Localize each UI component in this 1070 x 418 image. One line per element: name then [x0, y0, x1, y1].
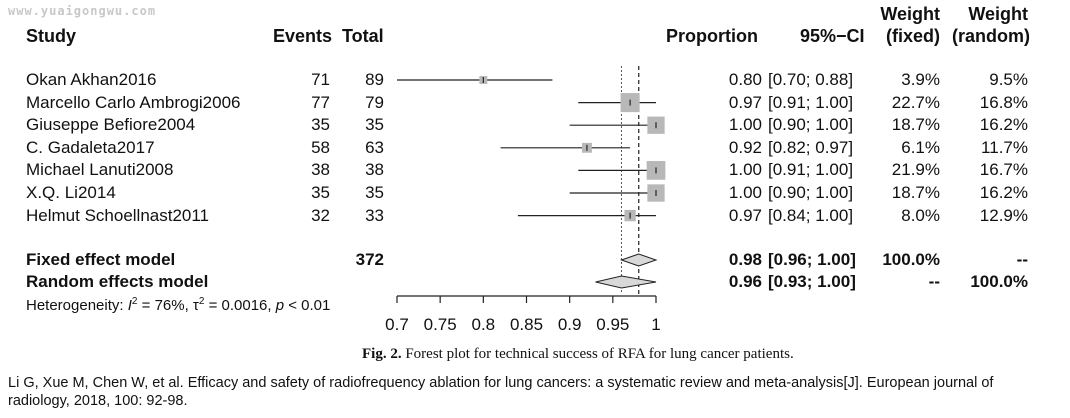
- study-total: 79: [365, 92, 384, 112]
- forest-plot: 0.7 0.75 0.8 0.85 0.9 0.95 1: [385, 66, 666, 334]
- study-total: 33: [365, 205, 384, 225]
- study-ci: [0.90; 1.00]: [768, 115, 854, 135]
- study-weight-fixed: 21.9%: [891, 160, 940, 180]
- study-events: 38: [311, 160, 330, 180]
- x-axis-tick-label: 0.7: [385, 315, 409, 334]
- study-name: Michael Lanuti2008: [26, 160, 174, 180]
- study-ci: [0.84; 1.00]: [768, 205, 854, 225]
- study-total: 38: [365, 160, 384, 180]
- tau-value: = 0.0016,: [204, 297, 276, 314]
- fixed-weight-fixed: 100.0%: [882, 250, 940, 269]
- fixed-ci: [0.96; 1.00]: [768, 250, 856, 269]
- study-total: 35: [365, 115, 384, 135]
- study-weight-random: 12.9%: [979, 205, 1028, 225]
- random-weight-random: 100.0%: [970, 272, 1028, 291]
- study-weight-random: 9.5%: [989, 70, 1028, 89]
- header-weight-random-1: Weight: [968, 4, 1028, 24]
- study-proportion: 1.00: [728, 160, 762, 180]
- random-effect-diamond: [595, 275, 657, 289]
- study-weight-random: 16.2%: [979, 183, 1028, 202]
- figure-caption: Fig. 2. Forest plot for technical succes…: [362, 346, 794, 363]
- fixed-total: 372: [355, 250, 384, 269]
- header-weight-fixed-2: (fixed): [886, 26, 940, 46]
- study-total: 89: [365, 70, 384, 89]
- study-events: 77: [311, 92, 330, 112]
- header-study: Study: [26, 26, 77, 46]
- study-weight-fixed: 3.9%: [901, 70, 940, 89]
- study-weight-fixed: 6.1%: [901, 137, 940, 157]
- study-weight-random: 11.7%: [981, 137, 1028, 157]
- study-name: Giuseppe Befiore2004: [26, 115, 196, 135]
- study-weight-fixed: 22.7%: [891, 92, 940, 112]
- study-proportion: 0.97: [728, 92, 762, 112]
- random-weight-fixed: --: [928, 272, 940, 291]
- study-name: X.Q. Li2014: [26, 183, 116, 202]
- study-name: Okan Akhan2016: [26, 70, 157, 89]
- x-axis-tick-label: 1: [651, 315, 660, 334]
- header-ci: 95%−CI: [800, 26, 865, 46]
- fixed-proportion: 0.98: [728, 250, 762, 269]
- citation: Li G, Xue M, Chen W, et al. Efficacy and…: [8, 375, 994, 409]
- study-ci: [0.82; 0.97]: [768, 137, 854, 157]
- study-events: 35: [311, 115, 330, 135]
- i2-value: = 76%,: [137, 297, 193, 314]
- p-symbol: p: [275, 297, 285, 314]
- study-proportion: 0.80: [728, 70, 762, 89]
- study-proportion: 0.97: [728, 205, 762, 225]
- study-weight-fixed: 18.7%: [891, 183, 940, 202]
- header-weight-fixed-1: Weight: [880, 4, 940, 24]
- study-weight-random: 16.8%: [979, 92, 1028, 112]
- study-proportion: 1.00: [728, 183, 762, 202]
- random-label: Random effects model: [26, 272, 209, 291]
- study-events: 58: [311, 137, 330, 157]
- x-axis-tick-label: 0.85: [510, 315, 543, 334]
- header-proportion: Proportion: [666, 26, 758, 46]
- study-events: 35: [311, 183, 330, 202]
- watermark: www.yuaigongwu.com: [8, 4, 157, 18]
- header-events: Events: [273, 26, 333, 46]
- study-events: 71: [311, 70, 330, 89]
- fixed-effect-diamond: [619, 253, 658, 267]
- fixed-weight-random: --: [1016, 250, 1028, 269]
- caption-text: Forest plot for technical success of RFA…: [401, 346, 794, 362]
- study-weight-fixed: 18.7%: [891, 115, 940, 135]
- study-events: 32: [311, 205, 330, 225]
- study-weight-random: 16.7%: [979, 160, 1028, 180]
- study-proportion: 0.92: [728, 137, 762, 157]
- study-name: Marcello Carlo Ambrogi2006: [26, 92, 241, 112]
- study-proportion: 1.00: [728, 115, 762, 135]
- fixed-label: Fixed effect model: [26, 250, 176, 269]
- x-axis-tick-label: 0.9: [558, 315, 582, 334]
- study-total: 63: [365, 137, 384, 157]
- caption-label: Fig. 2.: [362, 346, 402, 362]
- study-ci: [0.91; 1.00]: [768, 160, 854, 180]
- study-weight-random: 16.2%: [979, 115, 1028, 135]
- study-name: Helmut Schoellnast2011: [26, 205, 210, 225]
- p-value: < 0.01: [284, 297, 331, 314]
- x-axis-tick-label: 0.75: [424, 315, 457, 334]
- header-total: Total: [342, 26, 384, 46]
- header-weight-random-2: (random): [952, 26, 1030, 46]
- study-ci: [0.90; 1.00]: [768, 183, 854, 202]
- study-total: 35: [365, 183, 384, 202]
- random-proportion: 0.96: [728, 272, 762, 291]
- study-ci: [0.70; 0.88]: [768, 70, 854, 89]
- study-weight-fixed: 8.0%: [901, 205, 940, 225]
- random-ci: [0.93; 1.00]: [768, 272, 856, 291]
- tau-symbol: τ: [192, 297, 199, 314]
- heterogeneity: Heterogeneity: I2 = 76%, τ2 = 0.0016, p …: [26, 296, 331, 314]
- study-ci: [0.91; 1.00]: [768, 92, 854, 112]
- i2-symbol: I: [127, 297, 132, 314]
- x-axis-tick-label: 0.8: [472, 315, 496, 334]
- heterogeneity-prefix: Heterogeneity:: [26, 297, 128, 314]
- study-name: C. Gadaleta2017: [26, 137, 155, 157]
- x-axis-tick-label: 0.95: [596, 315, 629, 334]
